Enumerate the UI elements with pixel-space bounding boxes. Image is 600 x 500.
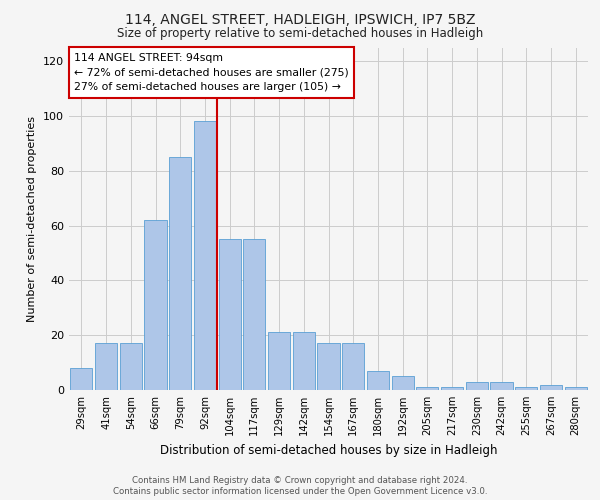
Bar	[540, 384, 562, 390]
Bar	[95, 344, 117, 390]
X-axis label: Distribution of semi-detached houses by size in Hadleigh: Distribution of semi-detached houses by …	[160, 444, 497, 456]
Text: Contains public sector information licensed under the Open Government Licence v3: Contains public sector information licen…	[113, 487, 487, 496]
Bar	[70, 368, 92, 390]
Text: Size of property relative to semi-detached houses in Hadleigh: Size of property relative to semi-detach…	[117, 28, 483, 40]
Bar	[194, 122, 216, 390]
Bar	[218, 240, 241, 390]
Bar	[441, 388, 463, 390]
Bar	[169, 157, 191, 390]
Bar	[119, 344, 142, 390]
Bar	[293, 332, 315, 390]
Bar	[490, 382, 512, 390]
Bar	[268, 332, 290, 390]
Bar	[243, 240, 265, 390]
Bar	[317, 344, 340, 390]
Bar	[145, 220, 167, 390]
Bar	[367, 371, 389, 390]
Text: 114 ANGEL STREET: 94sqm
← 72% of semi-detached houses are smaller (275)
27% of s: 114 ANGEL STREET: 94sqm ← 72% of semi-de…	[74, 52, 349, 92]
Bar	[342, 344, 364, 390]
Y-axis label: Number of semi-detached properties: Number of semi-detached properties	[28, 116, 37, 322]
Bar	[416, 388, 439, 390]
Bar	[565, 388, 587, 390]
Bar	[466, 382, 488, 390]
Text: 114, ANGEL STREET, HADLEIGH, IPSWICH, IP7 5BZ: 114, ANGEL STREET, HADLEIGH, IPSWICH, IP…	[125, 12, 475, 26]
Bar	[515, 388, 538, 390]
Text: Contains HM Land Registry data © Crown copyright and database right 2024.: Contains HM Land Registry data © Crown c…	[132, 476, 468, 485]
Bar	[392, 376, 414, 390]
